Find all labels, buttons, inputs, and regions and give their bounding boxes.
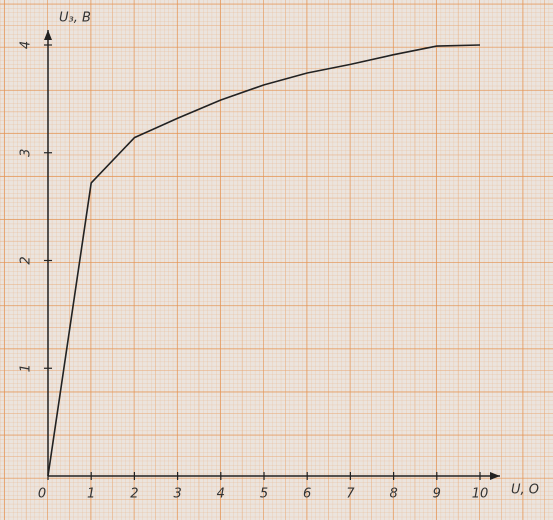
x-tick-label: 6 (303, 487, 311, 502)
y-tick-label: 3 (19, 149, 34, 157)
y-tick-label: 4 (19, 41, 34, 49)
x-arrow (490, 472, 500, 480)
x-tick-label: 0 (38, 487, 46, 502)
y-tick-label: 1 (19, 364, 34, 372)
y-axis-label: U₃, B (59, 11, 91, 26)
y-tick-label: 2 (19, 256, 34, 264)
data-line (47, 44, 481, 477)
x-tick-label: 2 (130, 487, 138, 502)
x-axis-label: U, O (511, 483, 539, 498)
x-tick-label: 5 (260, 487, 268, 502)
y-arrow (44, 30, 52, 40)
x-tick-label: 8 (389, 487, 397, 502)
x-tick-label: 3 (173, 487, 181, 502)
x-tick-label: 9 (433, 487, 441, 502)
x-tick-label: 7 (346, 487, 355, 502)
x-tick-label: 10 (472, 487, 489, 502)
x-tick-label: 4 (217, 487, 225, 502)
x-tick-label: 1 (87, 487, 95, 502)
